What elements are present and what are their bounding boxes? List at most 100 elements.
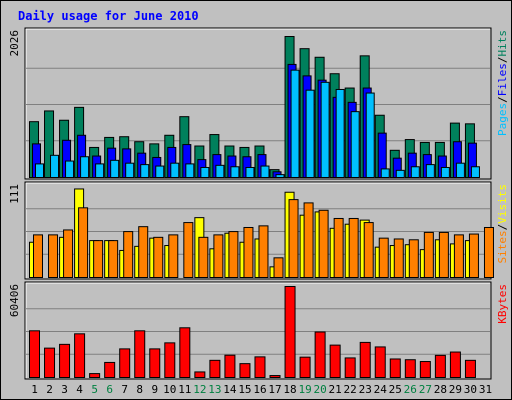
bar-pages-day-10 bbox=[170, 162, 180, 178]
x-tick-label-25: 25 bbox=[389, 383, 402, 396]
x-tick-label-14: 14 bbox=[223, 383, 237, 396]
bar-pages-day-11 bbox=[185, 163, 195, 179]
x-tick-label-15: 15 bbox=[238, 383, 251, 396]
bar-kbytes-day-28 bbox=[434, 354, 446, 379]
series-legend-top: Pages/Files/Hits bbox=[496, 30, 509, 136]
bar-sites-day-22 bbox=[348, 217, 359, 279]
bar-pages-day-23 bbox=[365, 92, 375, 178]
legend-part-middle-0: Sites bbox=[496, 230, 509, 263]
bar-kbytes-day-10 bbox=[164, 342, 176, 379]
bar-sites-day-29 bbox=[453, 234, 464, 278]
bar-kbytes-day-22 bbox=[344, 357, 356, 379]
bar-kbytes-day-18 bbox=[284, 286, 296, 378]
bar-kbytes-day-16 bbox=[254, 356, 266, 379]
bar-sites-day-4 bbox=[78, 207, 89, 279]
x-tick-label-23: 23 bbox=[359, 383, 372, 396]
bar-kbytes-day-6 bbox=[104, 361, 116, 379]
x-tick-label-19: 19 bbox=[298, 383, 311, 396]
bar-sites-day-31 bbox=[483, 226, 494, 279]
bar-sites-day-11 bbox=[183, 222, 194, 278]
bar-kbytes-day-15 bbox=[239, 363, 251, 378]
bar-sites-day-21 bbox=[333, 217, 344, 279]
bar-pages-day-29 bbox=[455, 162, 465, 178]
bar-kbytes-day-29 bbox=[449, 351, 461, 379]
x-tick-label-1: 1 bbox=[31, 383, 38, 396]
bar-pages-day-28 bbox=[440, 166, 450, 178]
bar-kbytes-day-26 bbox=[404, 359, 416, 379]
x-tick-label-2: 2 bbox=[46, 383, 53, 396]
x-tick-label-16: 16 bbox=[253, 383, 266, 396]
bar-sites-day-30 bbox=[468, 233, 479, 278]
max-label-bottom: 60406 bbox=[8, 284, 21, 317]
bar-kbytes-day-1 bbox=[29, 330, 40, 379]
bar-sites-day-8 bbox=[138, 226, 149, 278]
bar-kbytes-day-25 bbox=[389, 358, 401, 379]
bar-sites-day-3 bbox=[63, 229, 74, 279]
bar-kbytes-day-14 bbox=[224, 354, 236, 378]
legend-part-middle-2: Visits bbox=[496, 184, 509, 224]
bar-kbytes-day-30 bbox=[464, 359, 476, 378]
bar-kbytes-day-7 bbox=[119, 348, 131, 378]
bar-kbytes-day-20 bbox=[314, 331, 326, 378]
bar-kbytes-day-24 bbox=[374, 346, 386, 379]
x-tick-label-17: 17 bbox=[268, 383, 281, 396]
bar-pages-day-25 bbox=[395, 169, 405, 178]
bar-sites-day-18 bbox=[288, 199, 299, 278]
legend-part-middle-1: / bbox=[496, 224, 509, 231]
bar-sites-day-9 bbox=[153, 236, 164, 278]
bar-pages-day-1 bbox=[35, 163, 44, 179]
bar-sites-day-23 bbox=[363, 222, 374, 278]
bar-pages-day-16 bbox=[260, 165, 270, 178]
bar-sites-day-6 bbox=[108, 240, 119, 278]
bar-sites-day-13 bbox=[213, 234, 224, 278]
bar-pages-day-6 bbox=[110, 159, 120, 179]
bar-sites-day-7 bbox=[123, 231, 134, 278]
bar-sites-day-25 bbox=[393, 238, 404, 279]
bar-pages-day-18 bbox=[290, 69, 300, 178]
bar-kbytes-day-11 bbox=[179, 327, 191, 379]
bar-pages-day-26 bbox=[410, 166, 420, 178]
x-tick-label-28: 28 bbox=[434, 383, 447, 396]
bar-kbytes-day-17 bbox=[269, 375, 281, 379]
x-tick-label-22: 22 bbox=[344, 383, 357, 396]
bar-pages-day-30 bbox=[470, 166, 480, 178]
bar-kbytes-day-3 bbox=[59, 343, 71, 379]
x-tick-label-29: 29 bbox=[449, 383, 462, 396]
x-tick-label-5: 5 bbox=[91, 383, 98, 396]
bar-pages-day-17 bbox=[275, 174, 285, 179]
bar-kbytes-day-13 bbox=[209, 359, 221, 378]
bar-pages-day-8 bbox=[140, 164, 150, 179]
bar-pages-day-27 bbox=[425, 164, 435, 179]
legend-part-top-2: Files bbox=[496, 63, 509, 96]
x-tick-label-21: 21 bbox=[329, 383, 342, 396]
x-tick-label-24: 24 bbox=[374, 383, 388, 396]
bar-pages-day-9 bbox=[155, 165, 165, 178]
bar-kbytes-day-5 bbox=[89, 373, 101, 378]
bar-sites-day-2 bbox=[48, 234, 59, 278]
x-tick-label-3: 3 bbox=[61, 383, 68, 396]
bar-kbytes-day-27 bbox=[419, 361, 431, 379]
bar-pages-day-15 bbox=[245, 166, 255, 178]
bar-sites-day-26 bbox=[408, 239, 419, 278]
bar-sites-day-19 bbox=[303, 202, 314, 278]
bar-sites-day-17 bbox=[273, 257, 284, 278]
bar-sites-day-10 bbox=[168, 234, 179, 278]
x-tick-label-20: 20 bbox=[313, 383, 326, 396]
x-tick-label-26: 26 bbox=[404, 383, 417, 396]
bar-kbytes-day-4 bbox=[74, 333, 86, 378]
x-tick-label-8: 8 bbox=[136, 383, 143, 396]
bar-sites-day-16 bbox=[258, 225, 269, 278]
bar-sites-day-28 bbox=[438, 231, 449, 279]
legend-part-top-0: Pages bbox=[496, 103, 509, 136]
bar-pages-day-4 bbox=[80, 156, 90, 178]
series-legend-middle: Sites/Visits bbox=[496, 184, 509, 264]
x-tick-label-4: 4 bbox=[76, 383, 83, 396]
bar-pages-day-7 bbox=[125, 162, 135, 178]
bar-kbytes-day-8 bbox=[134, 330, 146, 379]
bar-sites-day-27 bbox=[423, 231, 434, 279]
bar-kbytes-day-9 bbox=[149, 348, 161, 378]
bar-kbytes-day-12 bbox=[194, 371, 206, 379]
bar-hits-day-2 bbox=[44, 110, 55, 178]
